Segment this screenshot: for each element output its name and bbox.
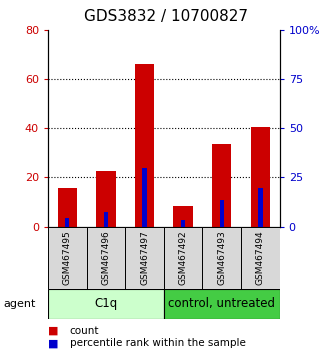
Bar <box>142 168 147 227</box>
Bar <box>251 127 270 227</box>
Text: control, untreated: control, untreated <box>168 297 275 310</box>
Bar <box>220 200 224 227</box>
Text: count: count <box>70 326 99 336</box>
Text: C1q: C1q <box>94 297 118 310</box>
Bar <box>48 227 87 289</box>
Text: GSM467492: GSM467492 <box>179 230 188 285</box>
Bar <box>203 227 241 289</box>
Text: GSM467497: GSM467497 <box>140 230 149 285</box>
Bar <box>48 289 164 319</box>
Bar <box>164 227 203 289</box>
Bar <box>96 171 116 227</box>
Bar <box>125 227 164 289</box>
Text: agent: agent <box>3 299 36 309</box>
Bar <box>212 144 231 227</box>
Bar <box>58 188 77 227</box>
Bar <box>135 64 154 227</box>
Text: percentile rank within the sample: percentile rank within the sample <box>70 338 245 348</box>
Bar <box>65 218 70 227</box>
Text: GSM467493: GSM467493 <box>217 230 226 285</box>
Text: GSM467496: GSM467496 <box>101 230 111 285</box>
Bar <box>87 227 125 289</box>
Text: ■: ■ <box>48 338 59 348</box>
Text: GSM467495: GSM467495 <box>63 230 72 285</box>
Bar <box>241 227 280 289</box>
Bar <box>181 220 185 227</box>
Bar <box>173 206 193 227</box>
Text: ■: ■ <box>48 326 59 336</box>
Text: GDS3832 / 10700827: GDS3832 / 10700827 <box>83 9 248 24</box>
Bar <box>164 289 280 319</box>
Bar <box>104 212 108 227</box>
Bar <box>258 188 262 227</box>
Text: GSM467494: GSM467494 <box>256 230 265 285</box>
